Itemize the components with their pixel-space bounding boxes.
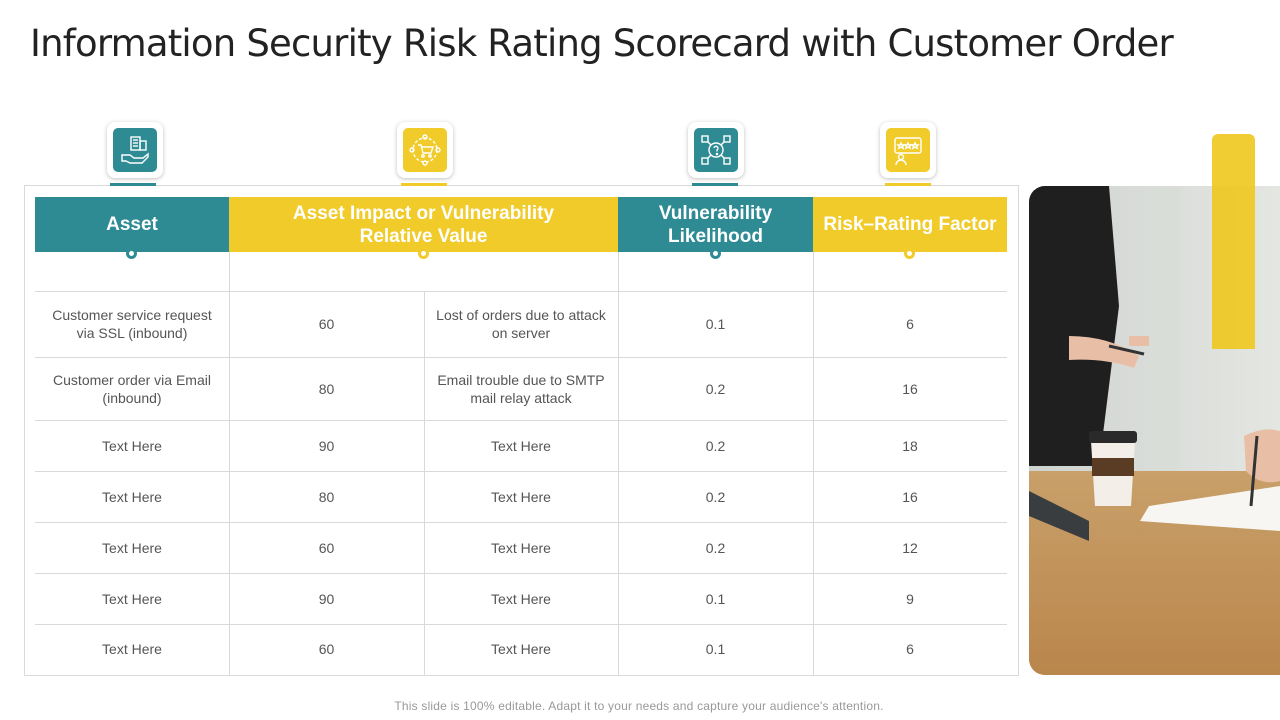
accent-bar (1212, 134, 1255, 349)
hand-building-icon (121, 136, 149, 164)
cell-value: 90 (318, 437, 335, 454)
cell-impact: Text Here (491, 641, 551, 657)
header-dot (904, 248, 915, 259)
cell-value: 90 (318, 590, 335, 607)
rating-stars-user-icon (894, 137, 922, 166)
table-frame (24, 185, 1019, 676)
cell-likelihood: 0.2 (705, 437, 726, 454)
cell-asset: Customer service request via SSL (inboun… (52, 307, 212, 341)
header-dot (126, 248, 137, 259)
cell-value: 60 (318, 539, 335, 556)
cell-impact: Text Here (491, 590, 551, 607)
row-divider (35, 522, 1007, 523)
cell-factor: 6 (906, 641, 914, 657)
header-impact-value: Asset Impact or Vulnerability Relative V… (229, 197, 618, 252)
cell-likelihood: 0.1 (705, 316, 726, 332)
impact-icon-bar (401, 183, 447, 186)
cell-asset: Text Here (102, 488, 162, 505)
cell-asset: Text Here (102, 539, 162, 556)
cell-impact: Text Here (491, 488, 551, 505)
office-photo-illustration (1029, 186, 1280, 675)
header-likelihood: Vulnerability Likelihood (618, 197, 813, 252)
factor-header-icon (880, 122, 936, 178)
cell-asset: Text Here (102, 641, 162, 657)
cell-likelihood: 0.2 (705, 488, 726, 505)
cell-value: 80 (318, 488, 335, 505)
header-dot (710, 248, 721, 259)
asset-header-icon (107, 122, 163, 178)
impact-header-icon (397, 122, 453, 178)
cell-impact: Email trouble due to SMTP mail relay att… (437, 371, 605, 406)
cell-factor: 18 (902, 437, 918, 454)
row-divider (35, 573, 1007, 574)
row-divider (35, 357, 1007, 358)
header-risk-factor: Risk–Rating Factor (813, 197, 1007, 252)
cell-likelihood: 0.1 (705, 641, 726, 657)
factor-icon-bar (885, 183, 931, 186)
cell-factor: 16 (902, 380, 918, 397)
cell-likelihood: 0.2 (705, 380, 726, 397)
cell-asset: Text Here (102, 590, 162, 607)
cell-asset: Customer order via Email (inbound) (53, 371, 211, 406)
column-divider (813, 252, 814, 675)
likelihood-header-icon (688, 122, 744, 178)
shopping-cart-network-icon (409, 134, 441, 166)
cell-likelihood: 0.2 (705, 539, 726, 556)
column-divider (618, 252, 619, 675)
likelihood-icon-bar (692, 183, 738, 186)
cell-factor: 12 (902, 539, 918, 556)
header-asset: Asset (35, 197, 229, 252)
footer-note: This slide is 100% editable. Adapt it to… (394, 699, 884, 713)
cell-asset: Text Here (102, 437, 162, 454)
asset-icon-bar (110, 183, 156, 186)
cell-value: 60 (318, 316, 335, 332)
row-divider (35, 420, 1007, 421)
cell-factor: 9 (906, 590, 914, 607)
row-divider (35, 471, 1007, 472)
header-dot (418, 248, 429, 259)
question-gear-network-icon (701, 135, 731, 165)
page-title: Information Security Risk Rating Scoreca… (30, 22, 1174, 65)
column-divider (424, 291, 425, 675)
office-photo (1029, 186, 1280, 675)
row-divider (35, 624, 1007, 625)
cell-value: 60 (318, 641, 335, 657)
cell-factor: 16 (902, 488, 918, 505)
cell-factor: 6 (906, 316, 914, 332)
row-divider (35, 291, 1007, 292)
cell-impact: Text Here (491, 437, 551, 454)
cell-impact: Lost of orders due to attack on server (436, 307, 606, 341)
column-divider (229, 252, 230, 675)
cell-value: 80 (318, 380, 335, 397)
cell-likelihood: 0.1 (705, 590, 726, 607)
cell-impact: Text Here (491, 539, 551, 556)
